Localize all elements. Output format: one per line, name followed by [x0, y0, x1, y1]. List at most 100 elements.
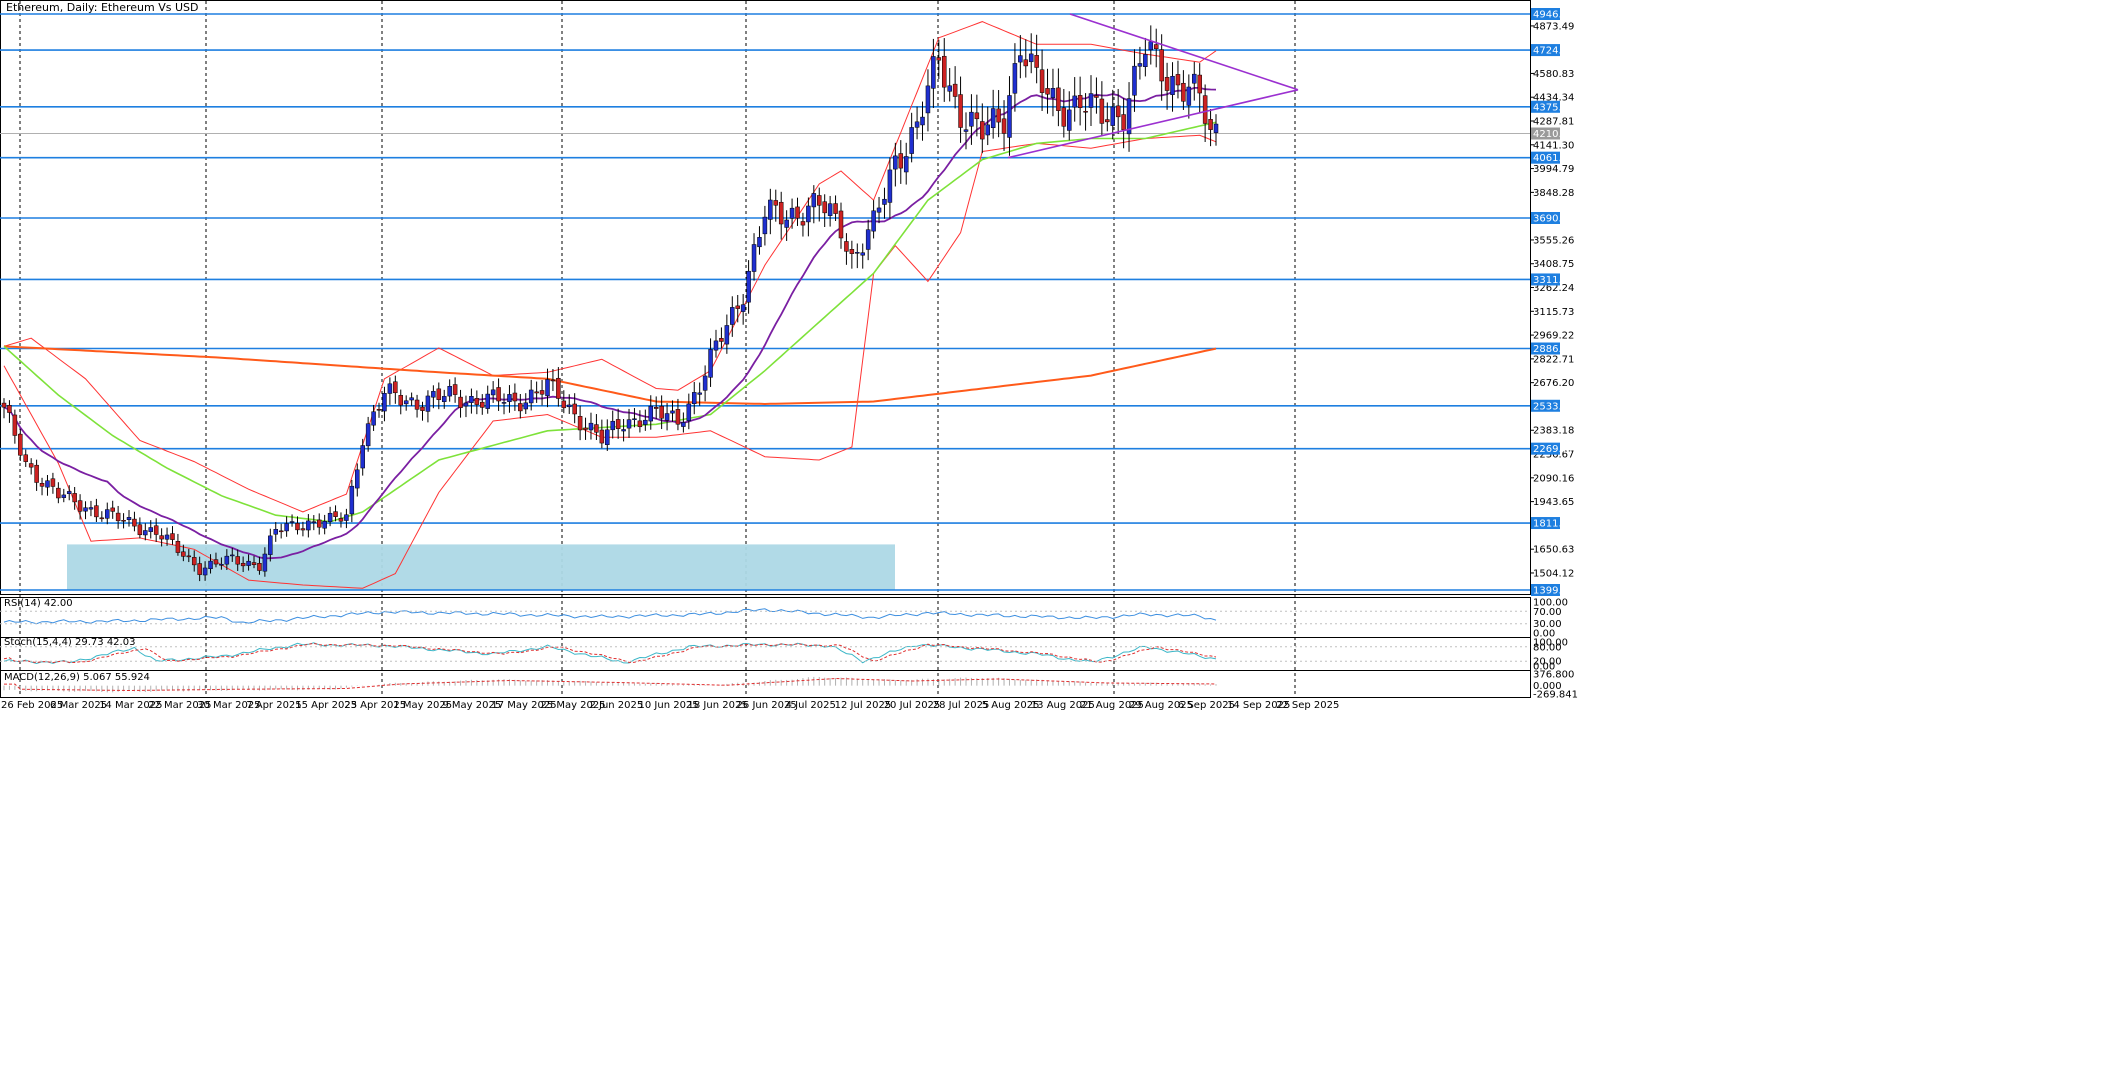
- candle: [920, 101, 925, 141]
- candle: [507, 385, 512, 413]
- candle: [490, 381, 496, 403]
- candle: [1012, 43, 1018, 112]
- date-tick-label: 22 Mar 2025: [148, 700, 211, 711]
- candle: [626, 408, 632, 438]
- candle-body: [686, 403, 692, 422]
- candle: [572, 393, 577, 424]
- level-badge: [1531, 151, 1560, 164]
- trendline-lower: [1007, 89, 1299, 159]
- candle-body: [844, 241, 849, 252]
- candle: [148, 520, 153, 539]
- candle: [246, 554, 251, 571]
- candle: [322, 514, 327, 535]
- candle: [1213, 114, 1219, 146]
- candle: [202, 561, 208, 581]
- candle: [382, 386, 387, 422]
- candle-body: [452, 384, 458, 395]
- candle-body: [474, 398, 480, 405]
- date-tick-label: 9 May 2025: [442, 700, 501, 711]
- candle: [1105, 102, 1110, 132]
- level-badge-text: 4061.96: [1533, 153, 1574, 164]
- candle: [213, 552, 219, 568]
- candle-body: [561, 400, 567, 409]
- price-tick-label: 4141.30: [1533, 140, 1574, 151]
- level-badge: [1531, 517, 1560, 530]
- candle: [588, 412, 594, 440]
- candle: [746, 260, 751, 314]
- date-tick-label: 10 Jun 2025: [639, 700, 699, 711]
- candle-body: [1208, 119, 1213, 130]
- candle: [94, 498, 99, 522]
- candles[interactable]: [1, 25, 1219, 582]
- candle: [387, 377, 393, 405]
- candle: [235, 549, 240, 571]
- candle: [474, 390, 480, 415]
- price-tick-label: 3555.26: [1533, 235, 1574, 246]
- candle-body: [1143, 54, 1148, 67]
- candle: [811, 185, 817, 224]
- candle-body: [1137, 63, 1143, 67]
- candle: [800, 212, 806, 237]
- candle: [512, 383, 518, 411]
- candle: [659, 395, 664, 430]
- candle: [159, 528, 164, 547]
- price-axis: 4873.49 4580.83 4434.34 4287.81 4141.30 3994.…: [1530, 8, 1578, 701]
- date-tick-label: 18 Jun 2025: [688, 700, 748, 711]
- candle: [963, 112, 969, 150]
- candle: [817, 187, 822, 222]
- price-tick-label: 2676.20: [1533, 378, 1574, 389]
- candle-body: [409, 397, 414, 401]
- candle: [795, 197, 800, 226]
- candle: [670, 400, 675, 422]
- candle: [762, 205, 768, 246]
- candle: [632, 408, 637, 428]
- candle: [240, 556, 246, 573]
- candle-body: [849, 249, 855, 254]
- level-badge-text: 4946.86: [1533, 10, 1574, 21]
- candle: [452, 377, 458, 403]
- candle-body: [284, 523, 289, 532]
- candle-body: [28, 463, 34, 468]
- candle: [1170, 62, 1175, 112]
- candle-body: [778, 201, 784, 225]
- candle-body: [480, 401, 485, 408]
- candle: [648, 395, 654, 430]
- candle: [365, 416, 371, 452]
- candle: [1121, 98, 1126, 149]
- candle: [224, 549, 230, 570]
- candle-body: [202, 567, 208, 576]
- candle-body: [871, 210, 876, 232]
- date-tick-label: 21 Aug 2025: [1080, 700, 1144, 711]
- candle: [691, 381, 697, 415]
- candle: [583, 417, 588, 440]
- candle-body: [903, 156, 909, 173]
- candle: [45, 475, 50, 496]
- candle: [952, 66, 958, 109]
- candle: [262, 547, 268, 577]
- candle-body: [925, 85, 931, 114]
- price-tick-label: 3408.75: [1533, 259, 1574, 270]
- candle: [344, 508, 349, 529]
- candle-body: [952, 83, 958, 97]
- price-tick-label: 3262.24: [1533, 283, 1574, 294]
- candle-body: [768, 199, 773, 220]
- candle: [876, 196, 882, 224]
- candle-body: [757, 237, 762, 248]
- candle-body: [153, 525, 159, 535]
- candle: [686, 393, 692, 430]
- candle: [289, 514, 295, 527]
- candle: [653, 396, 659, 420]
- candle-body: [545, 379, 550, 397]
- candle: [675, 398, 681, 431]
- candle-body: [88, 507, 94, 510]
- date-tick-label: 14 Mar 2025: [99, 700, 162, 711]
- date-tick-label: 5 Aug 2025: [982, 700, 1040, 711]
- candle: [1034, 34, 1039, 84]
- candle-body: [99, 517, 105, 520]
- candle: [773, 189, 779, 222]
- candle: [23, 449, 28, 467]
- candle: [637, 410, 643, 433]
- candle-body: [387, 383, 393, 394]
